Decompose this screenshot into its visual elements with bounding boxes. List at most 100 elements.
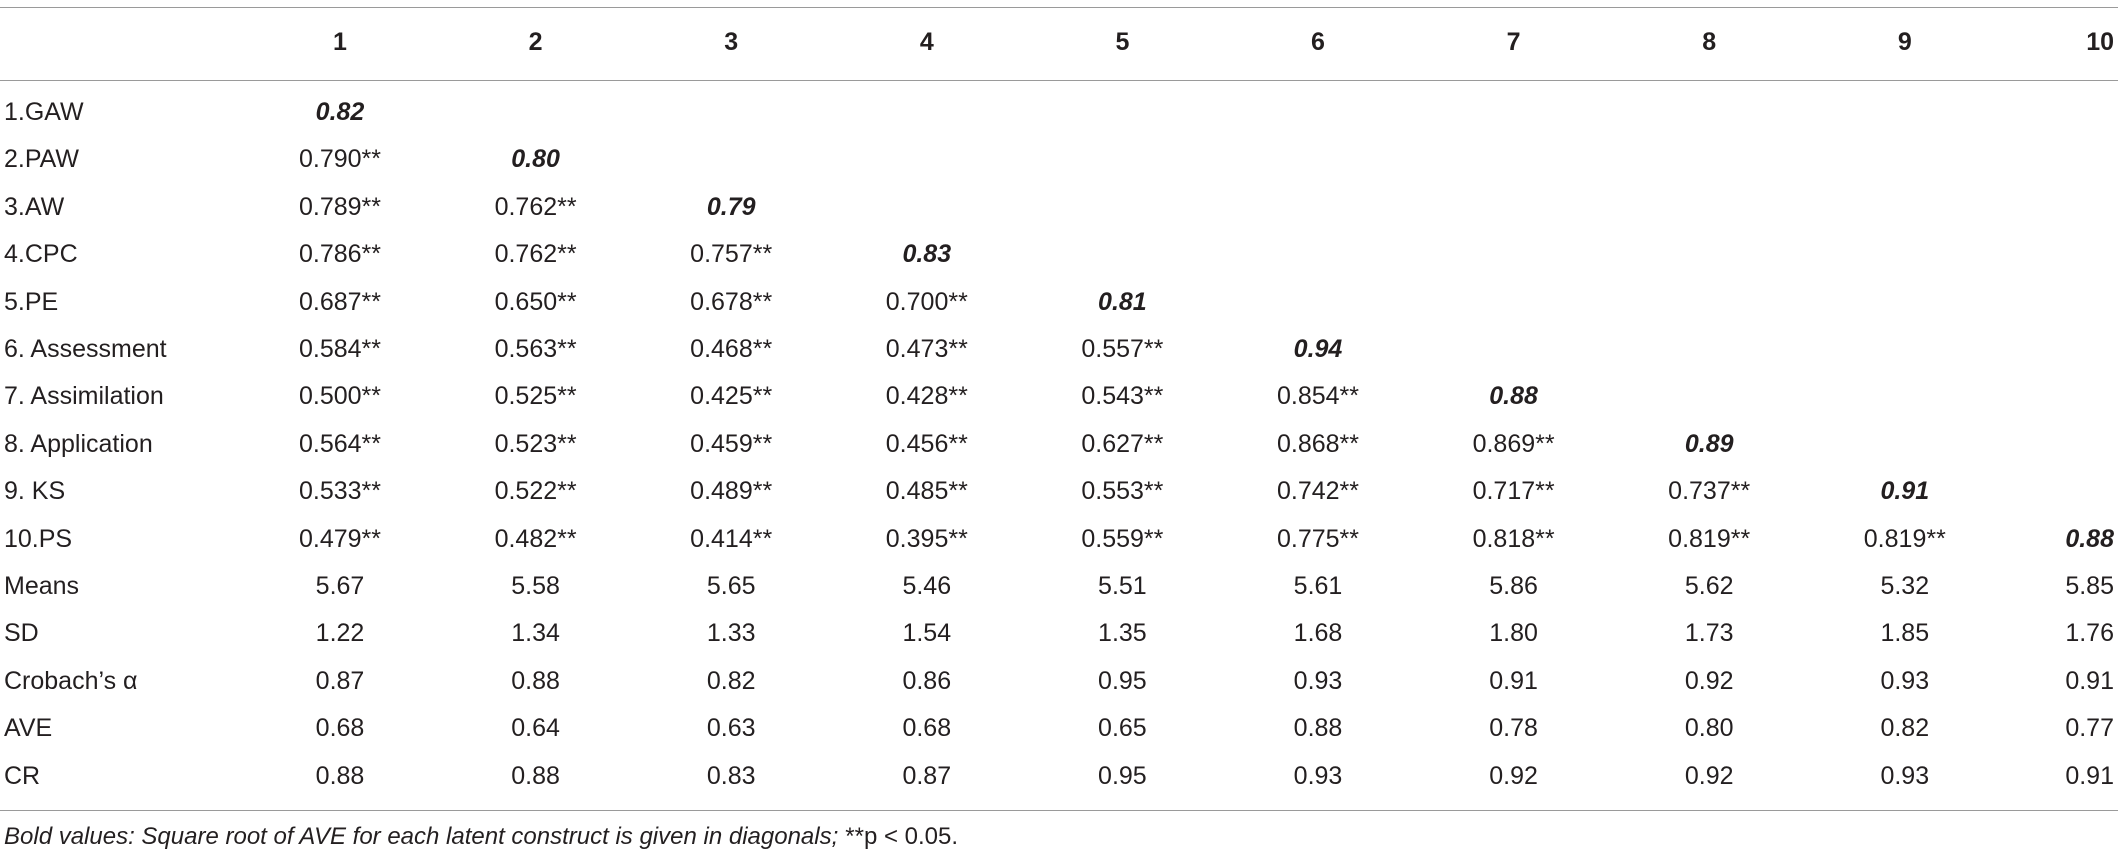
statistic-value: 1.34: [511, 619, 560, 648]
statistic-value: 5.67: [315, 572, 365, 600]
statistic-value: 0.68: [315, 714, 365, 743]
correlation-value: 0.425**: [690, 382, 773, 411]
column-header: 4: [919, 28, 934, 56]
column-header: 3: [724, 28, 739, 56]
correlation-value: 0.700**: [885, 287, 968, 316]
statistic-value: 1.33: [706, 619, 756, 648]
statistic-value: 0.91: [2065, 666, 2114, 695]
row-label: 5.PE: [4, 287, 59, 316]
correlation-value: 0.869**: [1472, 429, 1555, 458]
statistic-value: 1.54: [902, 619, 952, 648]
correlation-value: 0.559**: [1081, 524, 1164, 553]
statistic-value: 0.68: [902, 714, 952, 743]
diagonal-value: 0.79: [706, 192, 756, 221]
row-label: Crobach’s α: [4, 666, 138, 695]
correlation-value: 0.395**: [885, 524, 968, 553]
correlation-value: 0.473**: [885, 335, 968, 363]
row-label: 2.PAW: [4, 145, 80, 174]
correlation-value: 0.762**: [494, 240, 577, 269]
bottom-rule: [0, 810, 2118, 811]
statistic-value: 0.64: [511, 714, 560, 743]
correlation-value: 0.525**: [494, 382, 577, 411]
correlation-value: 0.775**: [1276, 524, 1360, 553]
correlation-value: 0.564**: [298, 429, 382, 458]
correlation-value: 0.482**: [494, 524, 577, 553]
footnote: Bold values: Square root of AVE for each…: [4, 822, 958, 852]
statistic-value: 0.65: [1098, 714, 1147, 743]
top-rule: [0, 7, 2118, 8]
correlation-value: 0.489**: [690, 477, 773, 506]
correlation-value: 0.456**: [885, 429, 968, 458]
statistic-value: 0.80: [1684, 714, 1734, 743]
correlation-value: 0.687**: [298, 287, 382, 316]
statistic-value: 0.78: [1489, 714, 1538, 743]
statistic-value: 0.63: [706, 714, 756, 743]
statistic-value: 0.93: [1293, 761, 1343, 790]
diagonal-value: 0.88: [1489, 382, 1538, 411]
correlation-value: 0.757**: [690, 240, 773, 269]
diagonal-value: 0.91: [1880, 477, 1930, 506]
column-header: 8: [1702, 28, 1717, 56]
row-label: CR: [4, 761, 41, 790]
column-header: 10: [2086, 28, 2114, 56]
statistic-value: 0.88: [511, 666, 560, 695]
diagonal-value: 0.94: [1293, 335, 1343, 363]
row-label: 10.PS: [4, 524, 73, 553]
statistic-value: 1.22: [315, 619, 365, 648]
correlation-value: 0.543**: [1081, 382, 1164, 411]
statistic-value: 0.92: [1684, 666, 1734, 695]
diagonal-value: 0.88: [2065, 524, 2114, 553]
row-label: Means: [4, 572, 80, 600]
correlation-value: 0.678**: [690, 287, 773, 316]
column-header: 5: [1115, 28, 1130, 56]
row-label: 3.AW: [4, 192, 65, 221]
statistic-value: 1.35: [1098, 619, 1147, 648]
statistic-value: 0.92: [1684, 761, 1734, 790]
column-header: 2: [528, 28, 543, 56]
correlation-value: 0.650**: [494, 287, 577, 316]
statistic-value: 0.88: [1293, 714, 1343, 743]
correlation-value: 0.790**: [298, 145, 382, 174]
statistic-value: 0.93: [1880, 666, 1930, 695]
diagonal-value: 0.82: [315, 98, 365, 126]
statistic-value: 5.85: [2065, 572, 2114, 600]
correlation-value: 0.523**: [494, 429, 577, 458]
statistic-value: 1.76: [2065, 619, 2114, 648]
correlation-value: 0.414**: [690, 524, 773, 553]
correlation-value: 0.818**: [1472, 524, 1555, 553]
footnote-italic: Bold values: Square root of AVE for each…: [4, 823, 839, 850]
statistic-value: 0.87: [902, 761, 952, 790]
statistic-value: 5.61: [1293, 572, 1343, 600]
correlation-value: 0.428**: [885, 382, 968, 411]
statistic-value: 5.86: [1489, 572, 1538, 600]
row-label: 9. KS: [4, 477, 66, 506]
statistic-value: 0.91: [2065, 761, 2114, 790]
statistic-value: 5.51: [1098, 572, 1147, 600]
row-label: 4.CPC: [4, 240, 78, 269]
correlation-value: 0.553**: [1081, 477, 1164, 506]
statistic-value: 0.92: [1489, 761, 1538, 790]
correlation-value: 0.533**: [298, 477, 382, 506]
statistic-value: 0.93: [1880, 761, 1930, 790]
correlation-value: 0.485**: [885, 477, 968, 506]
row-label: 8. Application: [4, 429, 153, 458]
diagonal-value: 0.89: [1684, 429, 1734, 458]
statistic-value: 0.88: [315, 761, 365, 790]
correlation-value: 0.819**: [1668, 524, 1751, 553]
statistic-value: 0.82: [706, 666, 756, 695]
diagonal-value: 0.83: [902, 240, 952, 269]
diagonal-value: 0.80: [511, 145, 560, 174]
statistic-value: 0.88: [511, 761, 560, 790]
column-header: 7: [1506, 28, 1521, 56]
statistic-value: 1.73: [1684, 619, 1734, 648]
correlation-value: 0.854**: [1276, 382, 1360, 411]
statistic-value: 5.62: [1684, 572, 1734, 600]
correlation-value: 0.468**: [690, 335, 773, 363]
row-label: AVE: [4, 714, 53, 743]
correlation-value: 0.717**: [1472, 477, 1555, 506]
correlation-value: 0.737**: [1668, 477, 1751, 506]
statistic-value: 5.46: [902, 572, 952, 600]
statistic-value: 0.77: [2065, 714, 2114, 743]
column-header: 9: [1897, 28, 1912, 56]
statistic-value: 1.80: [1489, 619, 1538, 648]
